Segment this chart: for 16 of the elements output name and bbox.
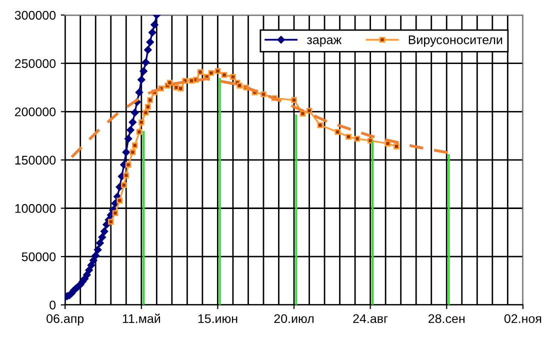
y-tick-label: 0 — [50, 300, 56, 310]
legend-label: зараж — [306, 37, 342, 47]
x-tick-label: 06.апр — [46, 314, 84, 326]
y-tick-label: 300000 — [14, 10, 56, 20]
y-tick-label: 250000 — [14, 59, 56, 68]
y-tick-label: 50000 — [22, 252, 56, 262]
legend-label: Вирусоносители — [408, 36, 502, 47]
x-tick-label: 20.июл — [274, 314, 314, 324]
x-tick-label: 24.авг — [353, 314, 388, 324]
y-tick-label: 150000 — [15, 156, 56, 165]
y-tick-label: 100000 — [15, 204, 56, 213]
x-tick-label: 02.ноя — [504, 314, 542, 324]
x-tick-label: 11.май — [122, 314, 160, 324]
x-tick-label: 28.сен — [428, 314, 464, 324]
y-tick-label: 200000 — [14, 107, 56, 116]
x-tick-label: 15.июн — [198, 314, 238, 324]
